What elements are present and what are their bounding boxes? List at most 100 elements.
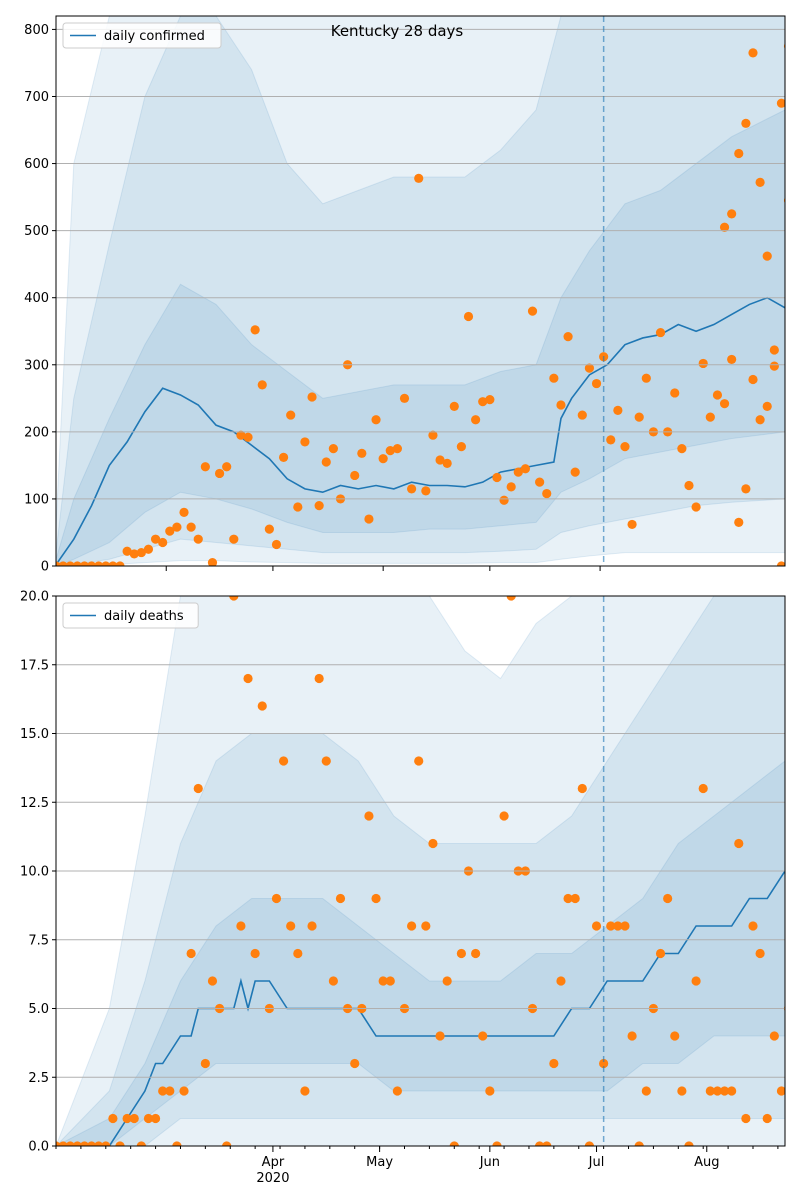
data-point: [65, 1141, 75, 1146]
data-point: [136, 547, 146, 558]
data-point: [769, 1031, 779, 1041]
data-point: [527, 306, 538, 316]
data-point: [321, 457, 331, 467]
data-point: [634, 412, 644, 422]
data-point: [719, 222, 730, 232]
data-point: [748, 374, 758, 385]
data-point: [542, 1141, 552, 1146]
data-point: [428, 838, 438, 849]
data-point: [150, 534, 161, 544]
data-point: [271, 893, 282, 904]
data-point: [257, 701, 267, 711]
data-point: [577, 410, 587, 420]
data-point: [385, 976, 395, 986]
data-point: [606, 921, 616, 931]
data-point: [748, 921, 758, 931]
y-tick-label: 200: [24, 425, 49, 440]
data-point: [392, 444, 402, 454]
data-point: [186, 948, 196, 959]
data-point: [499, 495, 509, 505]
data-point: [314, 673, 324, 684]
y-tick-label: 10.0: [20, 865, 49, 880]
data-point: [328, 444, 338, 454]
data-point: [535, 1141, 545, 1146]
data-point: [485, 395, 495, 405]
data-point: [94, 1141, 104, 1146]
data-point: [791, 218, 800, 227]
data-point: [513, 467, 523, 477]
data-point: [492, 1141, 502, 1146]
data-point: [143, 544, 154, 554]
data-point: [776, 1086, 785, 1096]
data-point: [684, 480, 694, 491]
y-tick-label: 5.0: [28, 1002, 49, 1017]
y-tick-label: 800: [24, 23, 49, 38]
data-point: [791, 949, 800, 958]
x-tick-label: Aug: [694, 1155, 719, 1170]
data-point: [385, 446, 395, 456]
data-point: [414, 756, 424, 766]
data-point: [129, 549, 139, 559]
data-point: [741, 1113, 751, 1124]
data-point: [478, 1031, 488, 1041]
data-point: [193, 534, 203, 544]
data-point: [186, 522, 196, 532]
data-point: [584, 1141, 595, 1146]
data-point: [407, 921, 417, 931]
data-point: [435, 1031, 445, 1041]
data-point: [271, 539, 282, 550]
axes-frame: [55, 15, 786, 567]
data-point: [115, 1141, 125, 1146]
data-point: [350, 1058, 360, 1069]
y-tick-label: 20.0: [20, 590, 49, 605]
data-point: [136, 1141, 146, 1146]
data-point: [655, 327, 666, 338]
confidence-band-3: [56, 16, 785, 566]
data-point: [620, 442, 630, 452]
data-point: [556, 400, 566, 410]
data-point: [357, 448, 367, 458]
x-tick-label: Jun: [479, 1155, 500, 1170]
data-point: [456, 442, 466, 452]
plot-area: [56, 16, 800, 566]
data-point: [577, 783, 587, 794]
data-point: [705, 1086, 715, 1096]
data-point: [456, 948, 466, 959]
data-point: [762, 401, 772, 411]
data-point: [478, 397, 488, 407]
y-tick-label: 0.0: [28, 1140, 49, 1155]
data-point: [286, 921, 296, 931]
data-point: [691, 502, 701, 512]
data-point: [165, 1086, 175, 1096]
data-point: [734, 148, 744, 159]
data-point: [364, 811, 374, 821]
data-point: [655, 948, 666, 959]
data-point: [150, 1113, 161, 1124]
data-point: [421, 921, 431, 931]
data-point: [449, 401, 459, 411]
data-point: [606, 435, 616, 445]
data-point: [712, 1086, 723, 1096]
legend-label: daily deaths: [104, 609, 184, 624]
data-point: [613, 405, 623, 415]
data-point: [506, 596, 516, 601]
y-tick-label: 400: [24, 291, 49, 306]
data-point: [371, 893, 381, 904]
data-point: [570, 467, 580, 477]
data-point: [734, 838, 744, 849]
data-point: [108, 561, 118, 566]
data-point: [755, 948, 765, 959]
data-point: [549, 1058, 559, 1069]
data-point: [748, 48, 758, 58]
x-tick-label: Jul: [588, 1155, 605, 1170]
data-point: [549, 373, 559, 383]
data-point: [108, 1113, 118, 1124]
data-point: [129, 1113, 139, 1124]
data-point: [712, 390, 723, 400]
data-point: [86, 561, 97, 566]
y-tick-label: 600: [24, 157, 49, 172]
data-point: [634, 1141, 644, 1146]
data-point: [94, 561, 104, 566]
